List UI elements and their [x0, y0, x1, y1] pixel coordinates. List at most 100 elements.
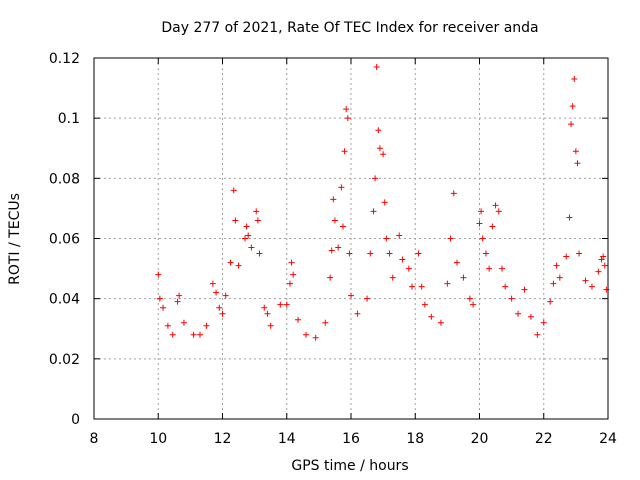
data-point	[232, 217, 239, 224]
data-point	[303, 331, 310, 338]
data-point	[328, 247, 335, 254]
data-point	[245, 232, 252, 239]
data-point	[447, 235, 454, 242]
data-point	[495, 208, 502, 215]
data-point	[553, 262, 560, 269]
data-point	[486, 265, 493, 272]
data-point	[386, 250, 393, 257]
data-point	[521, 286, 528, 293]
x-tick-label: 10	[149, 431, 167, 447]
x-tick-labels: 8 10 12 14 16 18 20 22 24	[90, 431, 617, 447]
data-point	[399, 256, 406, 263]
data-point	[160, 304, 167, 311]
data-point	[253, 208, 260, 215]
data-point	[338, 184, 345, 191]
data-point	[343, 106, 350, 113]
x-tick-label: 16	[342, 431, 360, 447]
data-point	[348, 292, 354, 299]
x-tick-label: 22	[535, 431, 553, 447]
data-point	[331, 217, 338, 224]
data-point	[572, 148, 579, 155]
y-tick-label: 0.12	[49, 51, 80, 67]
y-tick-label: 0.02	[49, 352, 80, 368]
data-point	[502, 283, 509, 290]
data-point	[421, 301, 428, 308]
data-point	[550, 280, 557, 287]
y-tick-label: 0.08	[49, 171, 80, 187]
y-axis-label: ROTI / TECUs	[7, 193, 23, 285]
data-point	[344, 115, 351, 122]
data-points	[155, 64, 610, 341]
data-point	[294, 316, 301, 323]
data-point	[216, 304, 223, 311]
data-point	[569, 103, 576, 110]
data-point	[478, 208, 485, 215]
y-tick-labels: 0 0.02 0.04 0.06 0.08 0.1 0.12	[49, 51, 80, 428]
data-point	[405, 265, 412, 272]
data-point	[330, 196, 337, 203]
data-point	[312, 334, 319, 341]
data-point	[396, 232, 403, 239]
data-point	[601, 262, 608, 269]
chart-title: Day 277 of 2021, Rate Of TEC Index for r…	[161, 20, 538, 36]
data-point	[409, 283, 416, 290]
x-tick-label: 18	[406, 431, 424, 447]
data-point	[372, 175, 379, 182]
data-point	[190, 331, 197, 338]
data-point	[261, 304, 268, 311]
data-point	[290, 271, 297, 278]
data-point	[454, 259, 461, 266]
data-point	[466, 295, 473, 302]
data-point	[267, 322, 274, 329]
data-point	[508, 295, 515, 302]
data-point	[600, 253, 607, 260]
data-point	[381, 199, 388, 206]
data-point	[389, 274, 396, 281]
data-point	[364, 295, 371, 302]
data-point	[576, 250, 583, 257]
data-point	[574, 160, 581, 167]
data-point	[437, 319, 444, 326]
data-point	[476, 220, 483, 227]
data-point	[547, 298, 554, 305]
x-tick-label: 24	[599, 431, 617, 447]
data-point	[174, 298, 181, 305]
data-point	[534, 331, 541, 338]
data-point	[180, 319, 187, 326]
data-point	[222, 292, 229, 299]
data-point	[227, 259, 234, 266]
data-point	[286, 280, 293, 287]
data-point	[219, 310, 226, 317]
data-point	[155, 271, 162, 278]
data-point	[248, 244, 255, 251]
data-point	[264, 310, 271, 317]
data-point	[354, 310, 361, 317]
x-tick-label: 20	[471, 431, 489, 447]
axis-ticks	[93, 57, 609, 420]
data-point	[164, 322, 171, 329]
data-point	[277, 301, 284, 308]
grid-lines	[94, 58, 608, 419]
data-point	[169, 331, 176, 338]
data-point	[450, 190, 457, 197]
data-point	[370, 208, 377, 215]
data-point	[598, 256, 605, 263]
data-point	[241, 235, 248, 242]
data-point	[415, 250, 422, 257]
x-axis-label: GPS time / hours	[291, 458, 408, 474]
data-point	[209, 280, 216, 287]
data-point	[327, 274, 334, 281]
data-point	[254, 217, 261, 224]
y-tick-label: 0.1	[58, 111, 80, 127]
data-point	[373, 64, 380, 71]
data-point	[383, 235, 390, 242]
data-point	[498, 265, 505, 272]
data-point	[213, 289, 220, 296]
data-point	[288, 259, 295, 266]
y-tick-label: 0.06	[49, 232, 80, 248]
data-point	[470, 301, 477, 308]
data-point	[479, 235, 486, 242]
data-point	[322, 319, 329, 326]
data-point	[376, 145, 383, 152]
